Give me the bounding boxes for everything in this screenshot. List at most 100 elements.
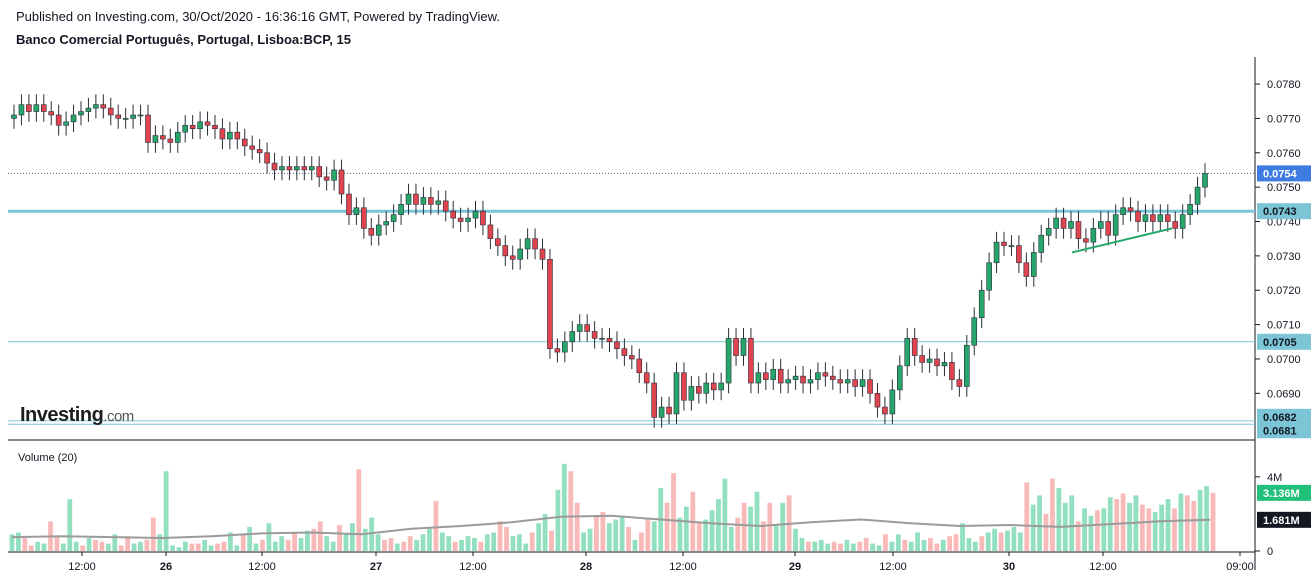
candle-body (599, 338, 605, 340)
volume-bar (523, 543, 529, 551)
volume-bar (478, 541, 484, 551)
volume-bar (645, 517, 651, 551)
volume-bar (979, 536, 985, 551)
level-tag-text: 0.0681 (1263, 425, 1297, 437)
candle-body (532, 238, 538, 250)
candle-body (569, 331, 576, 343)
candle-body (316, 166, 322, 178)
candle-body (100, 104, 107, 109)
candle-body (413, 193, 419, 205)
candle-body (1194, 186, 1201, 205)
volume-bar (985, 532, 991, 551)
candle-body (852, 379, 858, 387)
volume-bar (99, 541, 105, 551)
volume-bar (825, 543, 831, 551)
time-tick-label: 27 (370, 561, 382, 573)
candle-body (55, 114, 62, 126)
volume-bar (677, 517, 683, 551)
volume-bar (972, 541, 978, 551)
volume-bar (1024, 482, 1030, 551)
volume-bar (407, 536, 413, 551)
candle-body (390, 214, 397, 222)
candle-body (1150, 214, 1156, 222)
volume-bar (793, 528, 798, 551)
candle-body (189, 124, 196, 130)
candle-body (681, 372, 687, 401)
candle-body (249, 145, 255, 150)
candle-body (264, 152, 270, 164)
volume-bar (163, 471, 169, 551)
volume-bar (1127, 502, 1132, 551)
level-tag-text: 0.0682 (1263, 412, 1297, 424)
level-tag: 0.0705 (1257, 333, 1311, 350)
candle-body (78, 111, 84, 116)
candle-body (286, 166, 293, 171)
candle-body (271, 162, 278, 171)
volume-bar (93, 539, 98, 551)
volume-bar (1094, 510, 1100, 551)
volume-bar (343, 534, 349, 551)
volume-bar (626, 526, 631, 551)
volume-bar (375, 534, 381, 551)
volume-bar (240, 534, 246, 551)
candle-body (539, 248, 546, 260)
candle-body (643, 372, 650, 384)
candle-body (1001, 241, 1007, 246)
volume-bar (484, 534, 490, 551)
volume-bar (131, 543, 137, 551)
volume-bar (805, 541, 811, 551)
candle-body (815, 372, 821, 380)
price-tick-label: 0.0750 (1267, 182, 1301, 194)
candle-body (792, 375, 799, 380)
time-tick-label: 29 (789, 561, 801, 573)
volume-bar (285, 539, 291, 551)
candle-body (219, 128, 226, 140)
candle-body (197, 121, 203, 130)
candle-body (405, 193, 412, 205)
volume-bar (504, 526, 509, 551)
volume-ma-line (11, 514, 1211, 540)
candle-body (629, 355, 635, 360)
published-line: Published on Investing.com, 30/Oct/2020 … (16, 9, 500, 24)
volume-bar (773, 525, 779, 551)
candle-body (524, 238, 531, 250)
candle-body (420, 197, 427, 205)
volume-bar (170, 545, 175, 551)
candle-body (1172, 221, 1179, 229)
volume-bar (921, 539, 927, 551)
volume-bar (60, 543, 66, 551)
candle-body (85, 107, 92, 112)
volume-bar (1075, 521, 1081, 551)
volume-bar (594, 515, 599, 551)
volume-bar (465, 536, 471, 551)
candle-body (465, 217, 471, 222)
volume-bar (1184, 495, 1190, 551)
volume-ma-tag: 1.681M (1257, 511, 1311, 528)
candle-body (666, 406, 672, 415)
candle-body (822, 372, 829, 377)
candle-body (428, 197, 434, 205)
price-tick-label: 0.0690 (1267, 388, 1301, 400)
level-tag: 0.0682 (1257, 408, 1311, 425)
candle-body (398, 204, 404, 215)
candle-body (1016, 245, 1022, 264)
volume-bar (317, 521, 323, 551)
volume-bar (870, 543, 876, 551)
volume-bar (510, 536, 516, 551)
volume-bar (940, 539, 946, 551)
volume-bar (709, 510, 715, 551)
volume-bar (401, 541, 407, 551)
volume-bar (1011, 526, 1017, 551)
time-tick-label: 12:00 (669, 561, 697, 573)
volume-bar (1120, 493, 1126, 551)
candle-body (934, 358, 940, 367)
volume-bar (414, 539, 420, 551)
candle-body (688, 386, 695, 401)
candle-body (777, 368, 784, 384)
candle-body (256, 149, 263, 154)
candle-body (830, 375, 836, 380)
volume-bar (382, 539, 387, 551)
candle-body (584, 324, 590, 332)
candle-body (279, 166, 285, 171)
